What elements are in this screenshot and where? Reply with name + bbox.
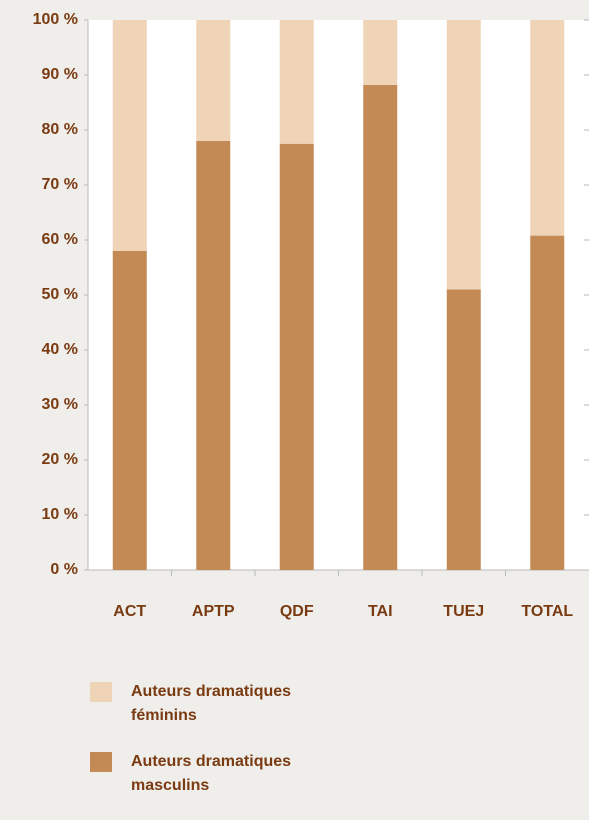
legend-label: Auteurs dramatiques féminins xyxy=(131,683,292,724)
x-tick-label: TUEJ xyxy=(443,603,484,620)
y-tick-label: 100 % xyxy=(33,11,78,28)
legend-swatch xyxy=(90,682,112,702)
legend-label: Auteurs dramatiques masculins xyxy=(131,753,292,794)
y-tick-label: 0 % xyxy=(50,561,78,578)
plot-area xyxy=(88,20,589,570)
legend-item: Auteurs dramatiques masculins xyxy=(90,750,331,798)
bar-segment xyxy=(279,143,314,570)
bar-segment xyxy=(530,20,565,236)
x-tick-label: TOTAL xyxy=(521,603,573,620)
x-tick-label: APTP xyxy=(192,603,235,620)
legend-item: Auteurs dramatiques féminins xyxy=(90,680,331,728)
x-tick-label: TAI xyxy=(368,603,393,620)
bar-segment xyxy=(363,20,398,85)
x-tick-label: QDF xyxy=(280,603,314,620)
y-tick-label: 40 % xyxy=(42,341,78,358)
y-tick-label: 60 % xyxy=(42,231,78,248)
bar-segment xyxy=(363,84,398,571)
bar-segment xyxy=(446,289,481,570)
legend: Auteurs dramatiques féminins Auteurs dram… xyxy=(90,680,331,820)
bar-segment xyxy=(196,20,231,141)
bar-segment xyxy=(279,20,314,144)
bar-segment xyxy=(112,251,147,570)
bar-segment xyxy=(446,20,481,290)
legend-swatch xyxy=(90,752,112,772)
y-tick-label: 80 % xyxy=(42,121,78,138)
y-tick-label: 30 % xyxy=(42,396,78,413)
bar-segment xyxy=(112,20,147,251)
chart: 0 % 10 % 20 % 30 % 40 % 50 % 60 % 70 % 80 % 90 % 1… xyxy=(33,11,589,620)
y-tick-label: 10 % xyxy=(42,506,78,523)
x-tick-label: ACT xyxy=(113,603,146,620)
bar-segment xyxy=(530,235,565,570)
bar-segment xyxy=(196,141,231,570)
y-tick-label: 70 % xyxy=(42,176,78,193)
y-tick-label: 20 % xyxy=(42,451,78,468)
y-tick-label: 50 % xyxy=(42,286,78,303)
y-tick-label: 90 % xyxy=(42,66,78,83)
